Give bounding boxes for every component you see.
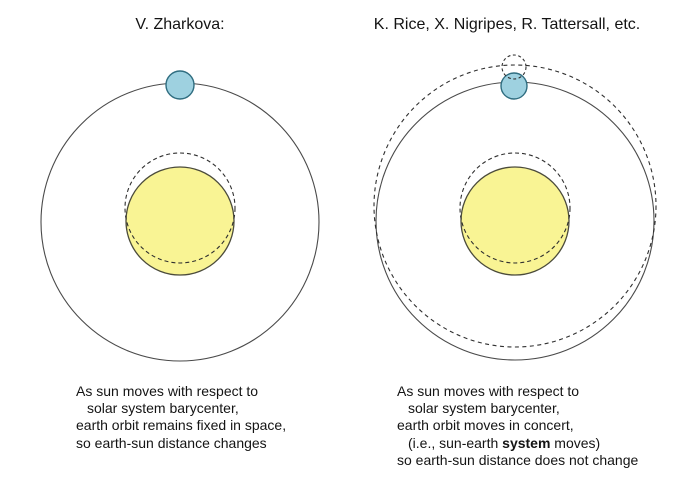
right-sun-circle	[460, 166, 570, 276]
right-sun-ghost-dashed-circle	[459, 152, 571, 264]
left-caption: As sun moves with respect to solar syste…	[76, 383, 286, 452]
right-earth-orbit-ghost-dashed-circle	[373, 64, 657, 348]
caption-line: earth orbit remains fixed in space,	[76, 417, 287, 434]
left-earth-circle	[165, 70, 195, 100]
right-caption: As sun moves with respect to solar syste…	[397, 383, 638, 469]
caption-line: solar system barycenter,	[87, 400, 239, 417]
right-earth-circle	[500, 72, 528, 100]
caption-line-pre: (i.e., sun-earth	[408, 434, 503, 451]
right-panel-title: K. Rice, X. Nigripes, R. Tattersall, etc…	[373, 16, 641, 33]
caption-line-post: moves)	[550, 434, 601, 451]
caption-line: As sun moves with respect to	[397, 383, 580, 399]
left-panel-title: V. Zharkova:	[135, 16, 225, 33]
left-sun-ghost-dashed-circle	[124, 152, 236, 264]
caption-line: earth orbit moves in concert,	[397, 417, 574, 434]
caption-line: so earth-sun distance does not change	[397, 451, 639, 468]
right-diagram	[373, 54, 657, 361]
left-diagram	[40, 70, 320, 362]
right-earth-ghost-dashed-circle	[501, 54, 527, 80]
caption-line: solar system barycenter,	[408, 400, 560, 417]
left-sun-circle	[125, 166, 235, 276]
caption-line-bold: system	[502, 434, 551, 451]
caption-line: so earth-sun distance changes	[76, 434, 267, 451]
caption-line: As sun moves with respect to	[76, 383, 259, 399]
caption-line: (i.e., sun-earth system moves)	[397, 435, 638, 452]
